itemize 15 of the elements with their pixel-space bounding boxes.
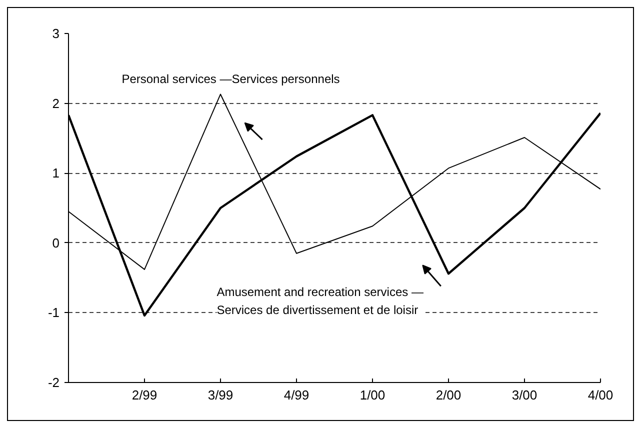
series-label: Personal services —Services personnels [122,72,340,86]
y-tick-label: 0 [52,235,60,250]
y-tick-label: -1 [48,305,60,320]
y-tick-label: -2 [48,375,60,390]
x-tick-label: 4/00 [588,388,614,402]
x-tick-label: 3/99 [208,388,234,402]
x-tick-label: 2/99 [132,388,158,402]
x-tick-label: 1/00 [360,388,386,402]
y-tick-label: 1 [52,166,60,181]
x-tick-label: 4/99 [284,388,310,402]
y-tick-label: 3 [52,26,60,41]
y-tick-label: 2 [52,96,60,111]
x-tick-label: 2/00 [436,388,462,402]
x-tick-label: 3/00 [512,388,538,402]
legend-label: Amusement and recreation services — Services de divertissement et de loisir [216,284,424,317]
